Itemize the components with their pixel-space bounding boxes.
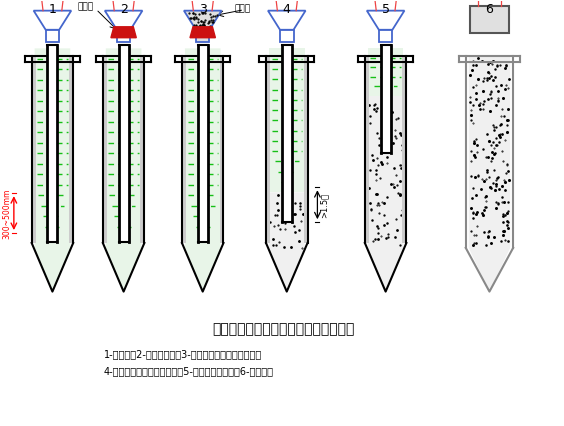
Bar — [470, 7, 509, 35]
Polygon shape — [403, 57, 407, 243]
Text: 封口板: 封口板 — [78, 3, 94, 12]
Polygon shape — [184, 12, 222, 31]
Text: 3: 3 — [199, 3, 206, 16]
Polygon shape — [268, 12, 306, 31]
Polygon shape — [105, 12, 142, 31]
Polygon shape — [368, 97, 403, 292]
Text: 4: 4 — [283, 3, 290, 16]
Polygon shape — [469, 57, 510, 292]
Polygon shape — [280, 31, 293, 43]
Polygon shape — [140, 57, 144, 243]
Polygon shape — [365, 57, 369, 243]
Bar — [282, 46, 292, 222]
Text: 2: 2 — [120, 3, 127, 16]
Polygon shape — [367, 12, 404, 31]
Polygon shape — [182, 57, 186, 243]
Polygon shape — [103, 57, 107, 243]
Bar — [118, 46, 129, 242]
Text: 6: 6 — [486, 3, 494, 16]
Polygon shape — [32, 57, 36, 243]
Polygon shape — [34, 12, 71, 31]
Polygon shape — [196, 31, 209, 43]
Polygon shape — [106, 49, 142, 292]
Polygon shape — [69, 57, 73, 243]
Text: 封口板: 封口板 — [235, 4, 250, 13]
Text: 5: 5 — [382, 3, 390, 16]
Polygon shape — [368, 49, 403, 97]
Bar — [198, 46, 208, 242]
Text: 导管法灌注水下混凝土的全过程示意图: 导管法灌注水下混凝土的全过程示意图 — [213, 322, 355, 336]
Polygon shape — [379, 31, 393, 43]
Text: 1: 1 — [49, 3, 56, 16]
Text: 1-下导管；2-放置封口板；3-在灌注漏斗中装入混凝土；: 1-下导管；2-放置封口板；3-在灌注漏斗中装入混凝土； — [104, 348, 262, 358]
Polygon shape — [46, 31, 59, 43]
Text: 4-起拔封口板，初灌混凝土；5-连续灌注混凝土；6-起拔护筒: 4-起拔封口板，初灌混凝土；5-连续灌注混凝土；6-起拔护筒 — [104, 365, 274, 375]
Text: >1.5米: >1.5米 — [319, 193, 328, 218]
Polygon shape — [266, 57, 270, 243]
Text: 300~500mm: 300~500mm — [3, 188, 12, 239]
Polygon shape — [34, 49, 70, 292]
Polygon shape — [117, 31, 130, 43]
Polygon shape — [111, 28, 136, 39]
Polygon shape — [190, 28, 215, 39]
Polygon shape — [269, 49, 305, 193]
Polygon shape — [219, 57, 223, 243]
Bar — [47, 46, 58, 242]
Bar — [381, 46, 391, 153]
Polygon shape — [185, 49, 221, 292]
Polygon shape — [303, 57, 307, 243]
Polygon shape — [269, 193, 305, 292]
